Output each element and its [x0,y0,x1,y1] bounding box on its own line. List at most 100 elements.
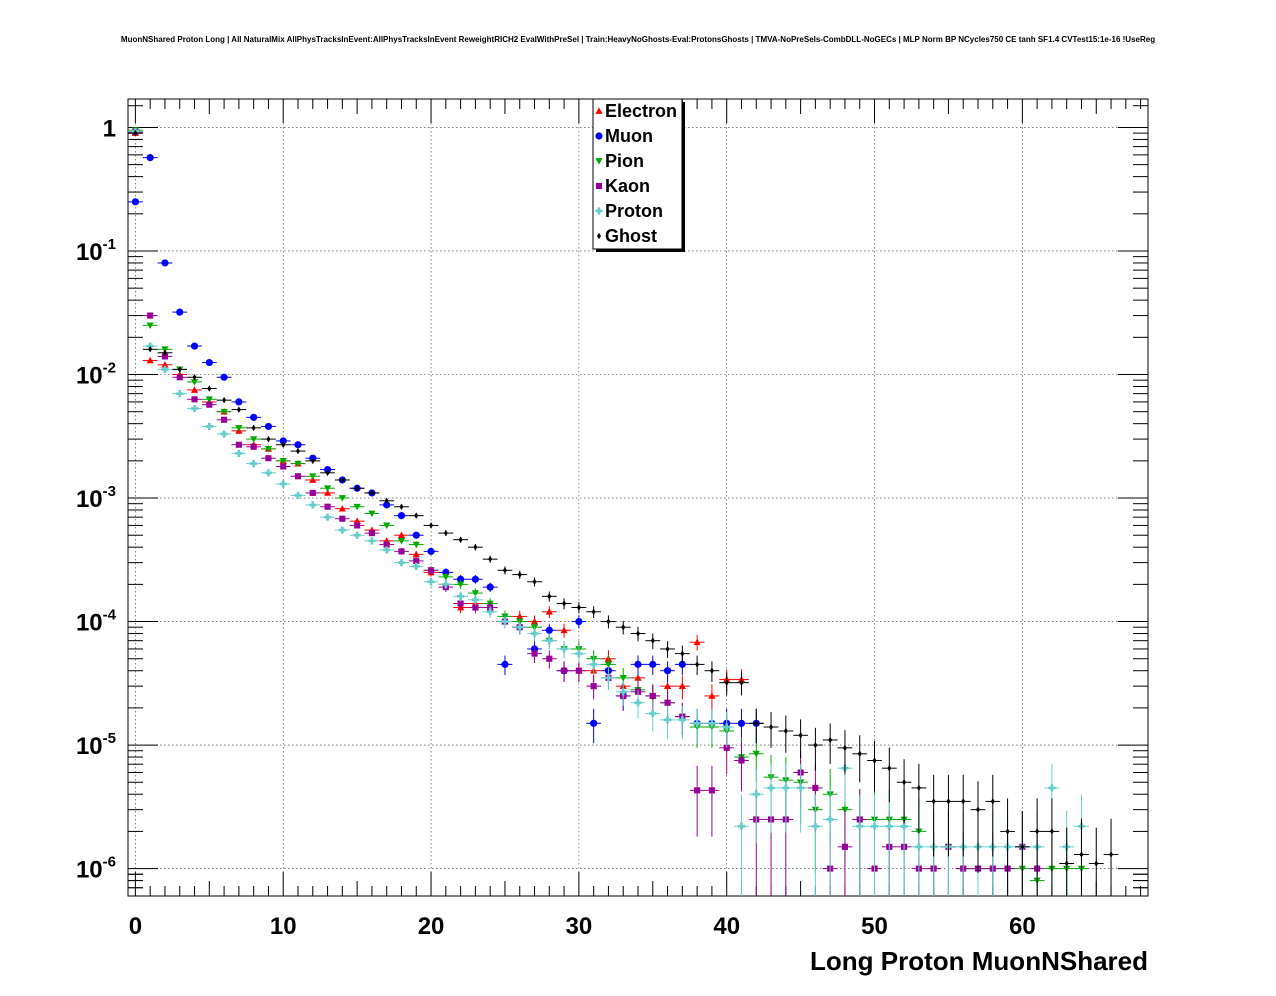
data-point [663,682,672,690]
data-point [176,308,184,316]
data-point [902,779,907,786]
legend-label-kaon: Kaon [605,176,650,196]
data-point [754,720,759,727]
data-point [353,503,361,511]
data-point [812,784,819,791]
data-point [250,443,257,450]
data-point [486,608,494,616]
data-point [828,736,833,744]
data-point [309,489,316,496]
data-point [161,353,169,360]
data-point [782,784,790,792]
data-point [413,557,420,564]
data-point [146,356,154,364]
legend-marker-kaon [595,182,603,190]
data-point [414,512,419,519]
data-point [442,580,450,588]
data-point [191,396,198,403]
data-point [296,447,300,455]
data-point [355,485,360,492]
data-point [885,822,893,830]
data-point [813,741,818,749]
data-point [442,573,450,581]
data-point [856,822,864,830]
data-point [176,390,184,398]
data-point [723,723,731,731]
legend-label-pion: Pion [605,151,644,171]
legend-box [592,98,683,250]
x-tick-label: 10 [270,913,297,940]
data-point [545,626,553,634]
data-point [235,449,243,457]
data-point [650,637,655,644]
data-point [280,463,287,470]
data-point [1079,851,1084,858]
data-point [737,719,746,727]
data-point [427,578,435,586]
data-point [634,699,642,707]
data-point [783,727,788,735]
data-point [976,806,980,813]
data-point [354,522,361,529]
legend-marker-electron [595,107,603,114]
data-point [797,784,805,792]
data-point [1005,828,1010,835]
data-point [266,435,271,443]
data-point [161,259,169,267]
data-point [222,396,227,404]
data-point [206,401,213,408]
data-point [457,581,465,588]
data-point [443,529,448,537]
data-point [412,562,420,570]
data-point [1020,843,1025,851]
data-point [324,503,331,510]
data-point [220,373,228,381]
data-point [870,822,879,830]
data-point [590,683,597,690]
data-point [205,422,213,431]
data-point [325,469,330,477]
data-point [708,719,716,727]
data-point [369,489,374,497]
data-point [427,547,435,555]
data-point [678,682,686,690]
data-point [649,709,657,718]
data-point [798,732,803,739]
data-point [561,667,568,674]
data-point [606,618,611,625]
data-point [207,385,212,392]
data-point [530,629,539,638]
data-point [235,424,243,432]
data-point [1048,784,1056,792]
data-point [663,667,672,675]
data-point [501,617,509,626]
y-tick-label: 10-5 [76,730,116,760]
legend: Electron Muon Pion Kaon Proton Ghost [592,98,685,252]
data-point [177,366,182,373]
data-point [368,510,376,518]
data-point [560,626,568,634]
data-point [457,592,465,600]
y-tick-label: 1 [103,115,116,142]
data-point [309,501,317,509]
data-point [190,386,199,393]
data-point [636,630,640,637]
data-point [161,361,169,368]
data-point [1109,851,1114,858]
data-point [294,460,302,468]
data-point [281,441,286,448]
data-point [310,457,315,465]
data-point [502,567,507,574]
data-point [471,596,479,604]
legend-marker-pion [595,158,603,165]
legend-marker-ghost [597,232,601,240]
data-point [236,406,241,413]
data-point [250,459,258,468]
data-point [205,396,213,403]
data-point [739,679,744,686]
data-point [176,374,183,381]
data-point [591,608,596,616]
data-point [264,469,273,477]
data-point [826,815,834,824]
